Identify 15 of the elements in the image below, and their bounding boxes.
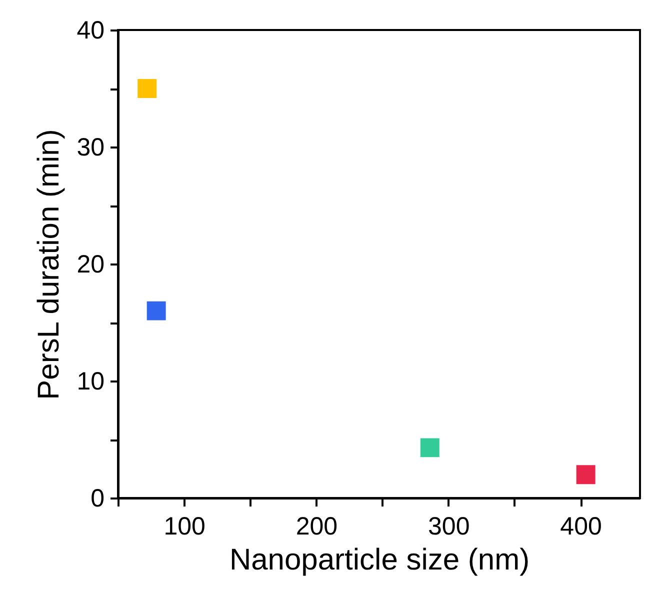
point — [420, 438, 440, 458]
point — [138, 79, 157, 98]
point — [146, 301, 166, 320]
x-tick-label: 200 — [296, 512, 338, 540]
y-tick-label: 0 — [90, 484, 104, 512]
y-axis-title: PersL duration (min) — [32, 129, 66, 400]
y-tick-label: 10 — [76, 368, 104, 396]
y-tick-label: 30 — [76, 134, 104, 162]
y-tick-label: 20 — [76, 250, 104, 278]
x-tick-label: 300 — [428, 512, 470, 540]
y-tick-label: 40 — [76, 16, 104, 44]
x-tick-label: 100 — [164, 512, 206, 540]
point — [576, 465, 596, 484]
x-axis-title: Nanoparticle size (nm) — [229, 544, 530, 576]
x-tick-label: 400 — [560, 512, 602, 540]
